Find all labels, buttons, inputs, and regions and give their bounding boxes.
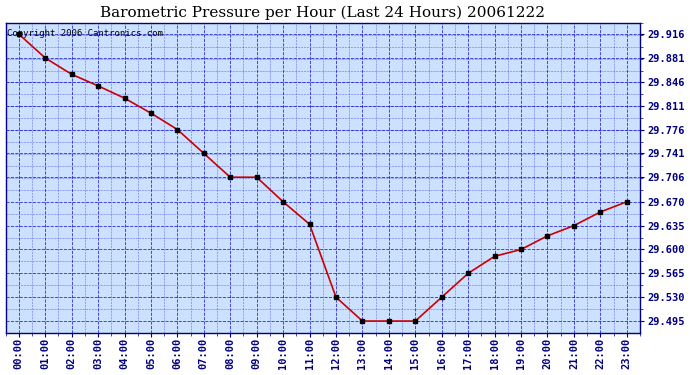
Title: Barometric Pressure per Hour (Last 24 Hours) 20061222: Barometric Pressure per Hour (Last 24 Ho… — [100, 6, 545, 20]
Text: Copyright 2006 Cantronics.com: Copyright 2006 Cantronics.com — [7, 29, 163, 38]
